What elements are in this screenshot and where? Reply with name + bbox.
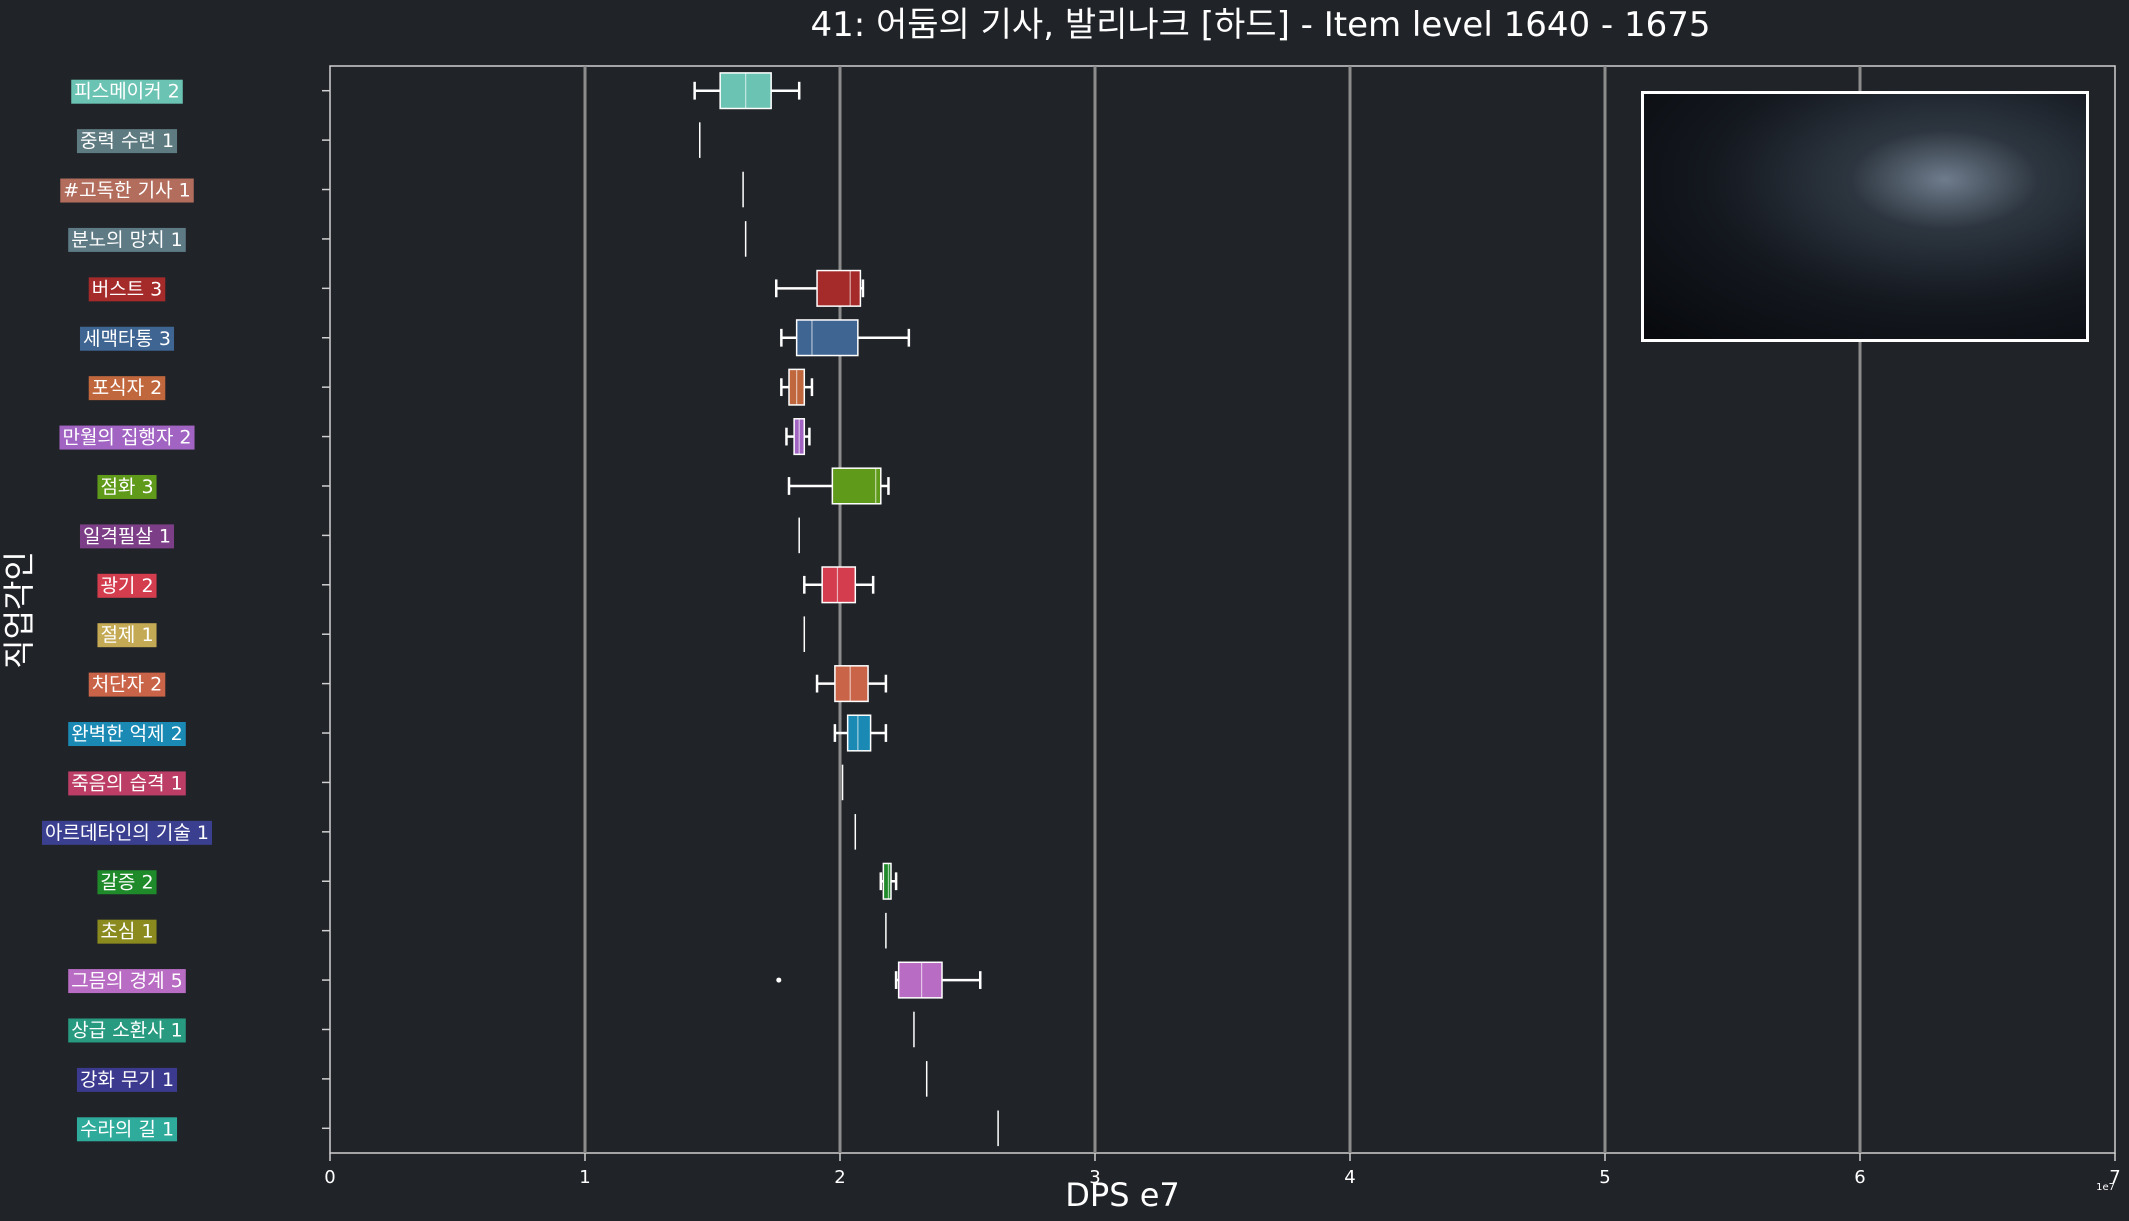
category-label: 점화 3 (100, 476, 153, 498)
category-label: 처단자 2 (92, 674, 163, 696)
category-label: 분노의 망치 1 (71, 229, 183, 251)
category-label-background (88, 376, 166, 401)
x-axis-offset-label: 1e7 (2096, 1182, 2115, 1193)
x-tick-label: 5 (1599, 1167, 1610, 1188)
box-iqr (846, 714, 872, 752)
category-label: #고독한 기사 1 (63, 180, 191, 202)
plot-frame (329, 65, 2116, 1154)
category-label: 완벽한 억제 2 (71, 723, 183, 745)
category-label-background (97, 919, 157, 944)
category-label-background (68, 227, 186, 252)
category-label: 아르데타인의 기술 1 (45, 822, 209, 844)
category-label-background (60, 178, 194, 203)
x-tick-label: 0 (324, 1167, 335, 1188)
boss-thumbnail-image (1641, 91, 2089, 342)
category-label-background (41, 820, 213, 845)
category-label-background (97, 870, 157, 895)
category-label-background (68, 1018, 186, 1043)
outlier-point (776, 977, 782, 983)
category-label-background (79, 326, 175, 351)
category-label: 강화 무기 1 (80, 1069, 174, 1091)
category-label-background (88, 672, 166, 697)
category-label-background (76, 1067, 178, 1092)
category-label: 중력 수련 1 (80, 130, 174, 152)
box-iqr (795, 319, 859, 357)
box-iqr (882, 862, 892, 900)
category-label-background (76, 1117, 178, 1142)
category-label: 광기 2 (100, 575, 153, 597)
y-axis-label: 직업각인 (0, 551, 38, 669)
category-label: 갈증 2 (100, 871, 153, 893)
x-tick-label: 3 (1089, 1167, 1100, 1188)
x-tick-label: 2 (834, 1167, 845, 1188)
x-tick-label: 1 (579, 1167, 590, 1188)
box-iqr (821, 566, 857, 604)
x-tick-label: 6 (1854, 1167, 1865, 1188)
category-label: 포식자 2 (92, 377, 163, 399)
category-label-background (68, 722, 186, 747)
category-label: 버스트 3 (92, 278, 163, 300)
box-iqr (897, 961, 943, 999)
category-label: 수라의 길 1 (80, 1118, 174, 1140)
category-label-background (71, 79, 183, 104)
category-label-background (76, 129, 178, 154)
x-axis-label: DPS e7 (1065, 1176, 1179, 1214)
chart-title: 41: 어둠의 기사, 발리나크 [하드] - Item level 1640 … (810, 5, 1710, 45)
category-label-background (68, 771, 186, 796)
category-label: 피스메이커 2 (74, 81, 180, 103)
category-label: 만월의 집행자 2 (62, 427, 191, 449)
category-label: 일격필살 1 (83, 525, 171, 547)
category-label-background (88, 277, 166, 302)
category-label: 절제 1 (100, 624, 153, 646)
category-label: 세맥타통 3 (83, 328, 171, 350)
category-label-background (79, 524, 175, 549)
category-label: 그믐의 경계 5 (71, 970, 183, 992)
category-label: 죽음의 습격 1 (71, 772, 183, 794)
category-label-background (97, 623, 157, 648)
x-tick-label: 4 (1344, 1167, 1355, 1188)
category-label-background (97, 573, 157, 598)
box-iqr (816, 269, 862, 307)
box-iqr (834, 665, 869, 703)
box-iqr (831, 467, 882, 505)
x-tick-label: 7 (2109, 1167, 2120, 1188)
category-label-background (97, 474, 157, 499)
category-label: 초심 1 (100, 921, 153, 943)
category-label-background (68, 969, 186, 994)
category-label-background (59, 425, 195, 450)
category-label: 상급 소환사 1 (71, 1019, 183, 1041)
